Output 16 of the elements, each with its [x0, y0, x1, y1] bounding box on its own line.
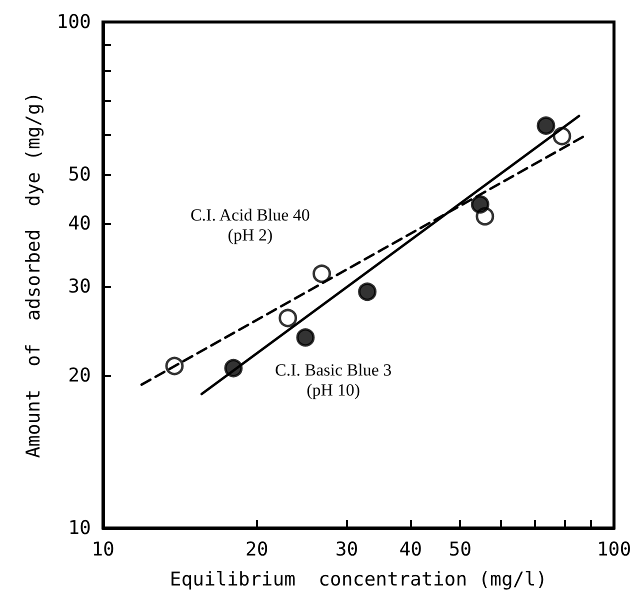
y-tick-label: 100	[56, 11, 91, 33]
series-label: C.I. Basic Blue 3 (pH 10)	[274, 360, 392, 400]
x-tick-label: 30	[335, 538, 358, 560]
x-axis-title: Equilibrium concentration (mg/l)	[170, 568, 548, 590]
x-tick-label: 20	[245, 538, 268, 560]
y-tick-label: 50	[68, 163, 91, 186]
x-tick-label: 50	[448, 538, 472, 560]
y-tick-label: 20	[68, 364, 91, 387]
y-axis-title: Amount of adsorbed dye (mg/g)	[22, 92, 44, 458]
y-tick-label: 30	[68, 276, 91, 298]
y-tick-label: 40	[68, 212, 91, 234]
x-tick-label: 100	[596, 538, 632, 560]
series-label: C.I. Acid Blue 40 (pH 2)	[190, 206, 310, 244]
y-tick-label: 10	[68, 517, 91, 539]
x-tick-label: 10	[92, 538, 114, 560]
x-tick-label: 40	[399, 538, 422, 560]
